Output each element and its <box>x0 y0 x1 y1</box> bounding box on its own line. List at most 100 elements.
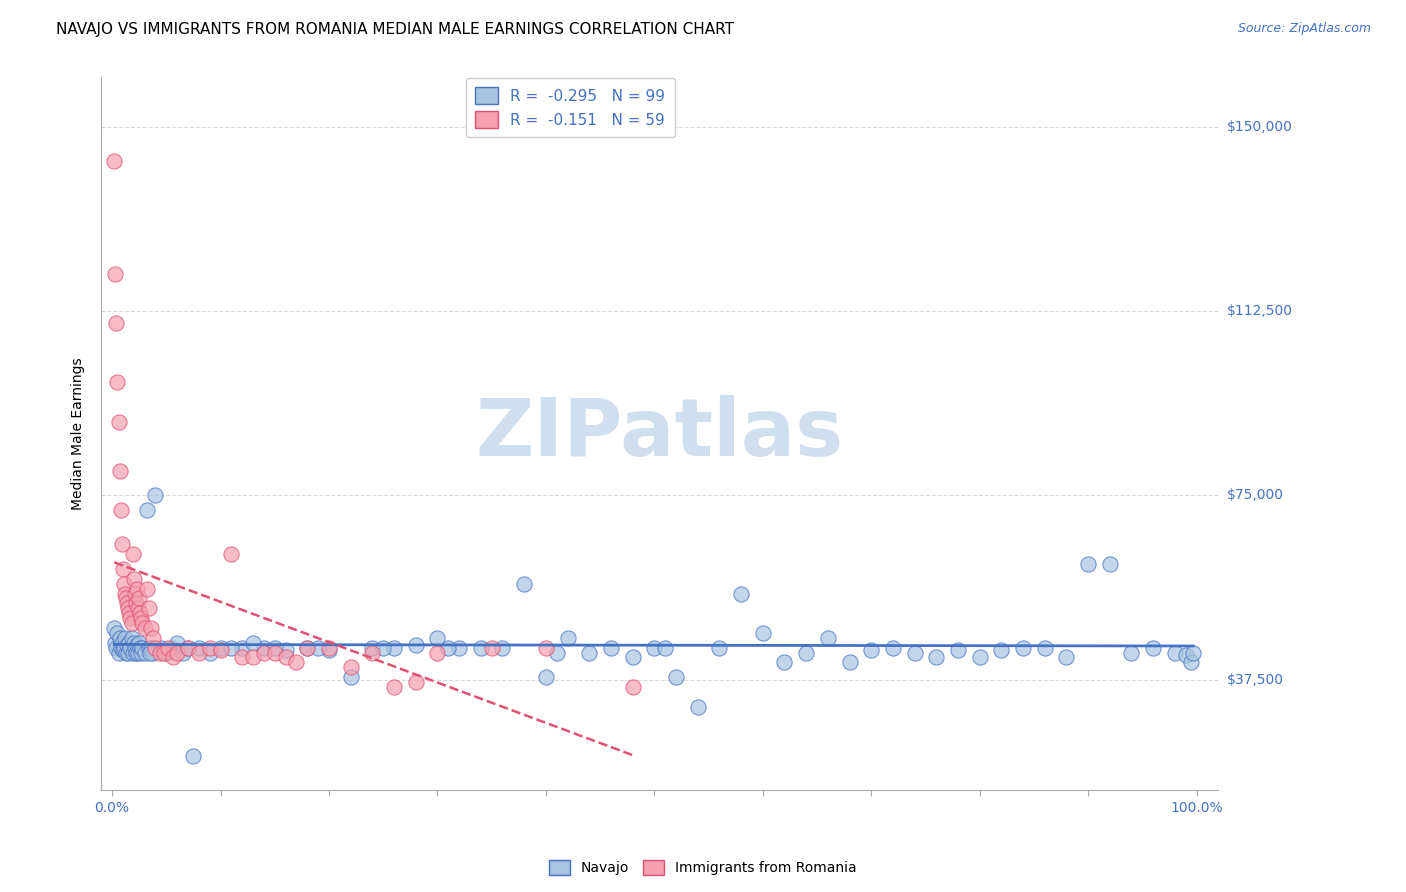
Point <box>382 680 405 694</box>
Point <box>187 646 209 660</box>
Point <box>318 643 340 657</box>
Point <box>149 646 172 660</box>
Text: ZIPatlas: ZIPatlas <box>475 395 844 473</box>
Text: $150,000: $150,000 <box>1226 120 1292 134</box>
Point <box>127 646 149 660</box>
Point <box>139 640 162 655</box>
Point <box>373 640 395 655</box>
Point <box>103 621 125 635</box>
Point <box>155 646 177 660</box>
Point <box>117 601 139 615</box>
Point <box>242 650 264 665</box>
Point <box>263 640 285 655</box>
Point <box>134 646 156 660</box>
Point <box>1033 640 1056 655</box>
Point <box>131 611 153 625</box>
Point <box>557 631 579 645</box>
Point <box>138 640 160 655</box>
Point <box>183 748 205 763</box>
Point <box>860 643 883 657</box>
Point <box>117 646 139 660</box>
Point <box>426 646 449 660</box>
Point <box>1164 646 1187 660</box>
Point <box>1142 640 1164 655</box>
Point <box>105 316 128 330</box>
Point <box>142 631 165 645</box>
Point <box>546 646 568 660</box>
Point <box>221 547 243 561</box>
Point <box>621 680 644 694</box>
Point <box>107 375 129 389</box>
Point <box>274 650 297 665</box>
Point <box>121 547 143 561</box>
Point <box>149 640 172 655</box>
Point <box>253 640 276 655</box>
Point <box>534 670 557 684</box>
Point <box>112 640 135 655</box>
Point <box>134 621 156 635</box>
Point <box>221 640 243 655</box>
Point <box>135 503 157 517</box>
Point <box>339 670 361 684</box>
Point <box>209 643 232 657</box>
Point <box>274 643 297 657</box>
Point <box>107 646 129 660</box>
Point <box>990 643 1012 657</box>
Point <box>118 636 141 650</box>
Point <box>752 625 775 640</box>
Text: $75,000: $75,000 <box>1226 488 1284 502</box>
Point <box>1182 646 1205 660</box>
Point <box>1054 650 1077 665</box>
Point <box>361 646 384 660</box>
Point <box>108 464 131 478</box>
Point <box>177 640 200 655</box>
Point <box>111 643 134 657</box>
Point <box>129 606 152 620</box>
Point <box>177 640 200 655</box>
Point <box>1121 646 1143 660</box>
Point <box>1174 648 1197 662</box>
Point <box>129 640 152 655</box>
Point <box>969 650 991 665</box>
Point <box>339 660 361 674</box>
Point <box>231 650 253 665</box>
Point <box>600 640 623 655</box>
Point <box>209 640 232 655</box>
Point <box>838 656 860 670</box>
Point <box>643 640 665 655</box>
Point <box>120 640 142 655</box>
Point <box>121 646 143 660</box>
Point <box>773 656 796 670</box>
Point <box>263 646 285 660</box>
Point <box>111 636 134 650</box>
Point <box>104 636 127 650</box>
Point <box>198 646 221 660</box>
Point <box>817 631 839 645</box>
Point <box>120 611 142 625</box>
Point <box>110 503 132 517</box>
Point <box>198 640 221 655</box>
Point <box>253 646 276 660</box>
Point <box>111 537 134 551</box>
Point <box>665 670 688 684</box>
Point <box>578 646 600 660</box>
Point <box>107 625 129 640</box>
Point <box>187 640 209 655</box>
Point <box>709 640 731 655</box>
Point <box>103 153 125 168</box>
Point <box>794 646 817 660</box>
Point <box>110 640 132 655</box>
Point <box>115 591 138 606</box>
Point <box>513 576 536 591</box>
Point <box>153 646 176 660</box>
Point <box>1012 640 1035 655</box>
Point <box>115 646 138 660</box>
Point <box>122 572 145 586</box>
Point <box>534 640 557 655</box>
Legend: Navajo, Immigrants from Romania: Navajo, Immigrants from Romania <box>544 855 862 880</box>
Point <box>162 650 184 665</box>
Point <box>405 675 427 690</box>
Text: $37,500: $37,500 <box>1226 673 1284 687</box>
Point <box>139 621 162 635</box>
Text: NAVAJO VS IMMIGRANTS FROM ROMANIA MEDIAN MALE EARNINGS CORRELATION CHART: NAVAJO VS IMMIGRANTS FROM ROMANIA MEDIAN… <box>56 22 734 37</box>
